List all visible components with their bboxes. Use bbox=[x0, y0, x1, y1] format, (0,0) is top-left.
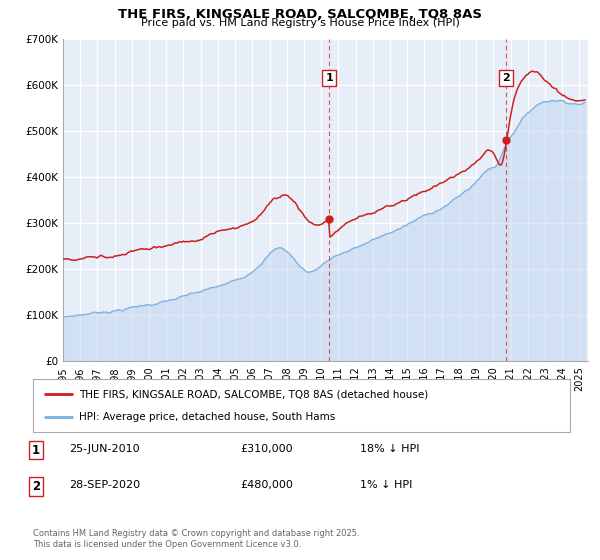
Text: 18% ↓ HPI: 18% ↓ HPI bbox=[360, 444, 419, 454]
Text: £310,000: £310,000 bbox=[240, 444, 293, 454]
Text: 25-JUN-2010: 25-JUN-2010 bbox=[69, 444, 140, 454]
Text: 1: 1 bbox=[32, 444, 40, 456]
Text: 1% ↓ HPI: 1% ↓ HPI bbox=[360, 480, 412, 490]
Text: THE FIRS, KINGSALE ROAD, SALCOMBE, TQ8 8AS: THE FIRS, KINGSALE ROAD, SALCOMBE, TQ8 8… bbox=[118, 8, 482, 21]
Text: Contains HM Land Registry data © Crown copyright and database right 2025.
This d: Contains HM Land Registry data © Crown c… bbox=[33, 529, 359, 549]
Text: Price paid vs. HM Land Registry's House Price Index (HPI): Price paid vs. HM Land Registry's House … bbox=[140, 18, 460, 28]
Text: £480,000: £480,000 bbox=[240, 480, 293, 490]
Text: HPI: Average price, detached house, South Hams: HPI: Average price, detached house, Sout… bbox=[79, 412, 335, 422]
Text: 2: 2 bbox=[32, 480, 40, 493]
Text: 1: 1 bbox=[326, 73, 334, 83]
Text: 28-SEP-2020: 28-SEP-2020 bbox=[69, 480, 140, 490]
Text: 2: 2 bbox=[502, 73, 510, 83]
Text: THE FIRS, KINGSALE ROAD, SALCOMBE, TQ8 8AS (detached house): THE FIRS, KINGSALE ROAD, SALCOMBE, TQ8 8… bbox=[79, 389, 428, 399]
